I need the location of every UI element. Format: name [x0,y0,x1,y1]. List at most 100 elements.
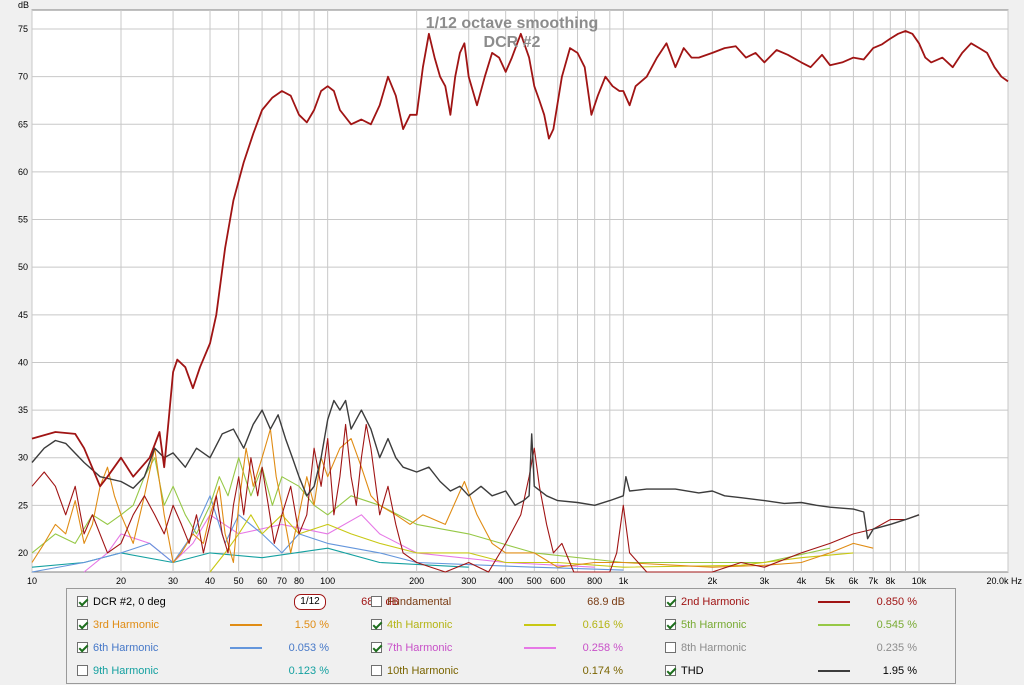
x-tick-label: 300 [461,576,476,586]
legend-row: 9th Harmonic 0.123 % 10th Harmonic 0.174… [67,661,955,681]
legend-value: 0.545 % [876,619,917,631]
x-tick-label: 10k [912,576,927,586]
legend-label: 3rd Harmonic [93,619,160,631]
legend-item-fundamental: Fundamental [369,592,569,612]
x-tick-label: 2k [708,576,718,586]
series-group [31,30,1009,573]
legend-swatch [524,624,556,626]
checkbox-5th-harmonic[interactable] [665,619,676,630]
legend-label: 5th Harmonic [681,619,747,631]
legend-value: 0.235 % [876,642,917,654]
legend-swatch [230,647,262,649]
checkbox-fundamental[interactable] [371,596,382,607]
legend-panel: DCR #2, 0 deg 1/12 68.5 dB Fundamental 6… [66,588,956,684]
y-axis-unit: dB [18,0,29,10]
legend-label: 10th Harmonic [387,665,459,677]
x-tick-label: 50 [234,576,244,586]
x-tick-label: 500 [527,576,542,586]
legend-item-10th-harmonic: 10th Harmonic [369,661,569,681]
x-tick-label: 30 [168,576,178,586]
legend-value: 0.258 % [582,642,623,654]
y-tick-label: 45 [18,310,28,320]
x-tick-label: 8k [886,576,896,586]
y-tick-label: 40 [18,357,28,367]
legend-label: 2nd Harmonic [681,596,750,608]
series-line [31,457,831,564]
legend-value: 0.174 % [582,665,623,677]
smoothing-button[interactable]: 1/12 [294,594,326,610]
y-tick-label: 35 [18,405,28,415]
legend-item-6th-harmonic: 6th Harmonic [75,638,275,658]
y-tick-labels: 20 25 30 35 40 45 50 55 60 65 70 75 [18,24,28,558]
y-tick-label: 75 [18,24,28,34]
series-line [31,399,920,540]
legend-item-2nd-harmonic: 2nd Harmonic [663,592,863,612]
checkbox-dcr[interactable] [77,596,88,607]
x-tick-label: 60 [257,576,267,586]
plot-area [31,9,1009,573]
x-tick-label: 6k [849,576,859,586]
y-tick-label: 65 [18,119,28,129]
legend-swatch [818,670,850,672]
y-tick-label: 70 [18,72,28,82]
checkbox-4th-harmonic[interactable] [371,619,382,630]
legend-value: 0.616 % [582,619,623,631]
legend-label: 6th Harmonic [93,642,159,654]
x-tick-label: 20 [116,576,126,586]
legend-item-3rd-harmonic: 3rd Harmonic [75,615,275,635]
y-tick-label: 30 [18,453,28,463]
legend-label: Fundamental [387,596,452,608]
smoothing-label: 1/12 [300,596,320,607]
series-line [31,495,624,573]
y-tick-label: 50 [18,262,28,272]
checkbox-7th-harmonic[interactable] [371,642,382,653]
x-tick-label: 600 [550,576,565,586]
x-tick-label: 70 [277,576,287,586]
series-line [31,30,1009,488]
legend-label: 8th Harmonic [681,642,747,654]
y-tick-label: 20 [18,548,28,558]
series-line [31,428,874,568]
legend-label: 7th Harmonic [387,642,453,654]
x-tick-label: 100 [320,576,335,586]
x-tick-label: 4k [797,576,807,586]
legend-item-9th-harmonic: 9th Harmonic [75,661,275,681]
legend-value: 0.123 % [288,665,329,677]
legend-row: DCR #2, 0 deg 1/12 68.5 dB Fundamental 6… [67,592,955,612]
legend-label: THD [681,665,704,677]
legend-label: 9th Harmonic [93,665,159,677]
checkbox-9th-harmonic[interactable] [77,665,88,676]
legend-value: 1.50 % [294,619,329,631]
x-tick-label: 800 [587,576,602,586]
legend-swatch [818,601,850,603]
x-tick-label: 10 [27,576,37,586]
x-tick-label: 7k [868,576,878,586]
legend-item-5th-harmonic: 5th Harmonic [663,615,863,635]
checkbox-6th-harmonic[interactable] [77,642,88,653]
checkbox-3rd-harmonic[interactable] [77,619,88,630]
legend-item-dcr: DCR #2, 0 deg [75,592,275,612]
y-tick-label: 60 [18,167,28,177]
legend-value: 68.9 dB [587,596,625,608]
legend-item-7th-harmonic: 7th Harmonic [369,638,569,658]
chart-subtitle: DCR #2 [484,34,541,51]
checkbox-thd[interactable] [665,665,676,676]
checkbox-8th-harmonic[interactable] [665,642,676,653]
legend-label: 4th Harmonic [387,619,453,631]
chart-title: 1/12 octave smoothing [426,15,599,32]
checkbox-2nd-harmonic[interactable] [665,596,676,607]
legend-label: DCR #2, 0 deg [93,596,166,608]
y-tick-label: 55 [18,215,28,225]
checkbox-10th-harmonic[interactable] [371,665,382,676]
legend-item-4th-harmonic: 4th Harmonic [369,615,569,635]
frequency-response-chart: 20 25 30 35 40 45 50 55 60 65 70 75 10 20 30 40 50 60 70 8… [18,0,1023,586]
legend-value: 0.850 % [876,596,917,608]
legend-swatch [230,624,262,626]
legend-item-8th-harmonic: 8th Harmonic [663,638,863,658]
x-tick-label: 80 [294,576,304,586]
x-tick-label: 400 [498,576,513,586]
x-tick-labels: 10 20 30 40 50 60 70 80 100 200 300 400 500 600 800 1k 2… [27,576,1022,586]
x-tick-label: 5k [825,576,835,586]
legend-swatch [818,624,850,626]
series-line [209,514,854,573]
